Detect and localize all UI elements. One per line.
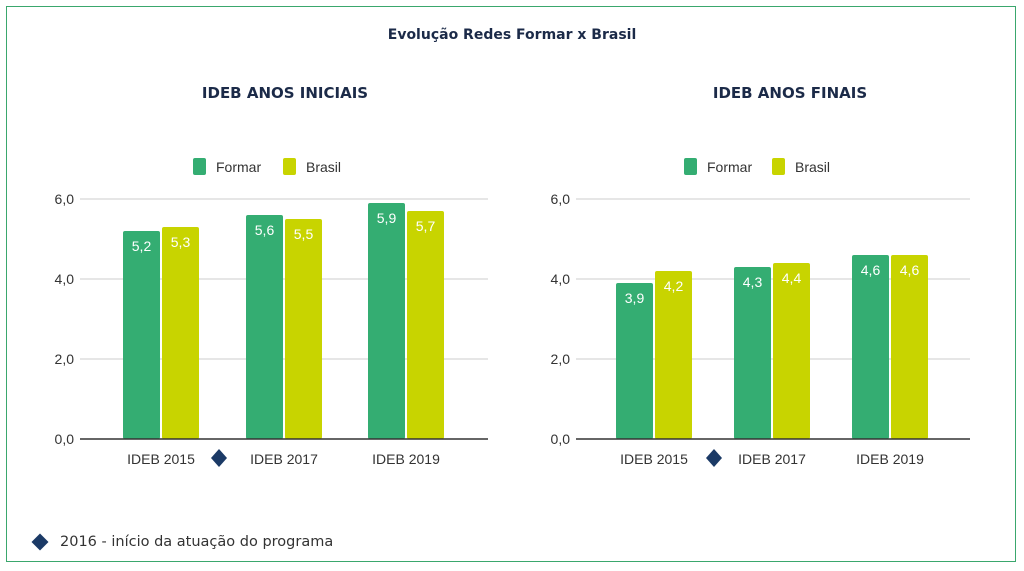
bar-formar — [368, 203, 405, 439]
x-tick-label: IDEB 2017 — [250, 451, 318, 467]
chart-title: IDEB ANOS INICIAIS — [202, 84, 368, 102]
y-tick-label: 2,0 — [55, 351, 75, 367]
x-tick-label: IDEB 2017 — [738, 451, 806, 467]
bar-formar — [734, 267, 771, 439]
bar-value-label: 4,6 — [861, 262, 881, 278]
legend-label-formar: Formar — [216, 159, 261, 175]
bar-brasil — [285, 219, 322, 439]
y-tick-label: 4,0 — [551, 271, 571, 287]
bar-brasil — [162, 227, 199, 439]
y-tick-label: 4,0 — [55, 271, 75, 287]
diamond-marker-icon — [31, 533, 49, 551]
footnote-text: 2016 - início da atuação do programa — [60, 534, 334, 550]
legend-swatch-brasil — [772, 158, 785, 175]
bar-value-label: 5,6 — [255, 222, 275, 238]
x-tick-label: IDEB 2015 — [127, 451, 195, 467]
bar-value-label: 5,5 — [294, 226, 314, 242]
bar-formar — [852, 255, 889, 439]
y-tick-label: 0,0 — [551, 431, 571, 447]
x-tick-label: IDEB 2015 — [620, 451, 688, 467]
bar-brasil — [891, 255, 928, 439]
bar-formar — [123, 231, 160, 439]
legend-swatch-formar — [193, 158, 206, 175]
legend-swatch-formar — [684, 158, 697, 175]
legend-swatch-brasil — [283, 158, 296, 175]
legend-label-brasil: Brasil — [795, 159, 830, 175]
bar-value-label: 4,4 — [782, 270, 802, 286]
main-title: Evolução Redes Formar x Brasil — [387, 27, 637, 43]
bar-formar — [246, 215, 283, 439]
x-tick-label: IDEB 2019 — [856, 451, 924, 467]
y-tick-label: 6,0 — [551, 191, 571, 207]
chart-title: IDEB ANOS FINAIS — [713, 84, 867, 102]
bar-value-label: 5,7 — [416, 218, 436, 234]
legend-label-brasil: Brasil — [306, 159, 341, 175]
bar-value-label: 4,6 — [900, 262, 920, 278]
diamond-marker-icon — [211, 449, 227, 467]
x-tick-label: IDEB 2019 — [372, 451, 440, 467]
bar-formar — [616, 283, 653, 439]
bar-value-label: 5,9 — [377, 210, 397, 226]
bar-brasil — [655, 271, 692, 439]
bar-value-label: 5,2 — [132, 238, 152, 254]
bar-brasil — [407, 211, 444, 439]
bar-brasil — [773, 263, 810, 439]
diamond-marker-icon — [706, 449, 722, 467]
bar-value-label: 4,2 — [664, 278, 684, 294]
bar-value-label: 3,9 — [625, 290, 645, 306]
legend-label-formar: Formar — [707, 159, 752, 175]
bar-value-label: 4,3 — [743, 274, 763, 290]
footnote: 2016 - início da atuação do programa — [31, 530, 334, 554]
bar-value-label: 5,3 — [171, 234, 191, 250]
y-tick-label: 0,0 — [55, 431, 75, 447]
y-tick-label: 6,0 — [55, 191, 75, 207]
y-tick-label: 2,0 — [551, 351, 571, 367]
